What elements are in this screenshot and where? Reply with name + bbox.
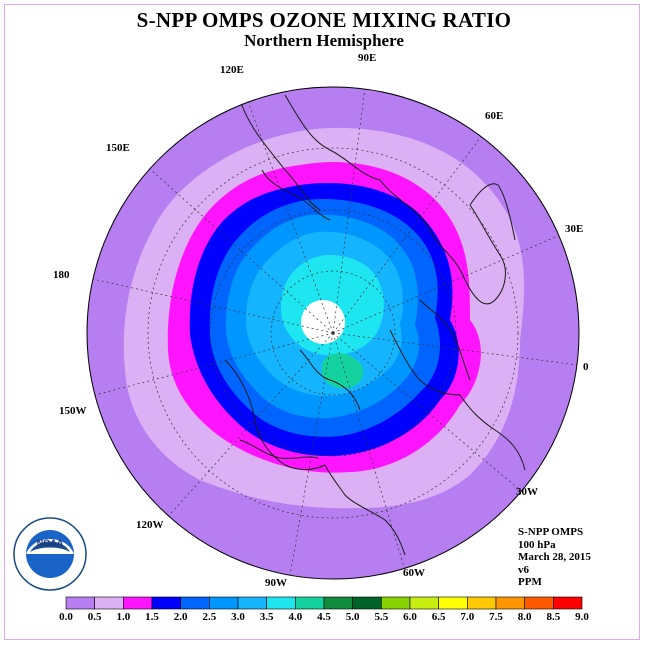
colorbar-swatch [495,596,525,610]
colorbar-tick-label: 4.0 [288,611,302,623]
lon-label-150w: 150W [59,405,87,417]
noaa-logo-text: NOAA [37,538,64,548]
colorbar-swatch [438,596,468,610]
colorbar-tick-label: 2.5 [202,611,216,623]
coastlines [224,94,526,556]
colorbar-swatch [123,596,153,610]
colorbar-swatch [352,596,382,610]
lon-label-90w: 90W [265,577,287,589]
info-block: S-NPP OMPS 100 hPa March 28, 2015 v6 PPM [518,526,591,589]
noaa-logo: NOAA [13,517,87,591]
lon-label-120w: 120W [136,519,164,531]
colorbar-swatch [553,596,583,610]
graticule [87,87,579,576]
colorbar-tick-label: 7.0 [460,611,474,623]
colorbar-tick-label: 3.0 [231,611,245,623]
ozone-field [87,87,579,579]
lon-label-30e: 30E [565,223,583,235]
colorbar-swatch [94,596,124,610]
colorbar-tick-label: 1.5 [145,611,159,623]
colorbar-swatch [295,596,325,610]
figure-frame [4,4,640,640]
colorbar-swatch [237,596,267,610]
lon-label-60e: 60E [485,110,503,122]
colorbar-swatch [266,596,296,610]
colorbar-swatch [65,596,95,610]
info-date: March 28, 2015 [518,551,591,563]
info-instrument: S-NPP OMPS [518,526,584,538]
colorbar-swatch [151,596,181,610]
colorbar-tick-label: 0.0 [59,611,73,623]
colorbar-tick-label: 8.0 [518,611,532,623]
colorbar-tick-label: 7.5 [489,611,503,623]
colorbar-swatch [381,596,411,610]
colorbar-tick-label: 2.0 [174,611,188,623]
colorbar-swatch [209,596,239,610]
colorbar-tick-label: 6.5 [432,611,446,623]
info-version: v6 [518,563,529,576]
lon-label-0: 0 [583,361,589,373]
contour-4.0-4.5 [321,353,364,389]
lon-label-30w: 30W [516,486,538,498]
colorbar-swatch [467,596,497,610]
colorbar-tick-label: 0.5 [88,611,102,623]
colorbar: 0.0 0.5 1.0 1.5 2.0 2.5 3.0 3.5 4.0 4.5 5.0 5.5 6.0 6… [59,596,589,623]
lon-label-150e: 150E [106,142,130,154]
colorbar-tick-label: 1.0 [116,611,130,623]
colorbar-tick-label: 3.5 [260,611,274,623]
colorbar-tick-label: 8.5 [546,611,560,623]
map-subtitle: Northern Hemisphere [244,31,404,50]
lon-label-90e: 90E [358,52,376,64]
colorbar-swatch [180,596,210,610]
colorbar-tick-label: 5.0 [346,611,360,623]
info-level: 100 hPa [518,538,556,551]
info-units: PPM [518,576,542,588]
lon-label-180: 180 [53,269,70,281]
lon-label-60w: 60W [403,567,425,579]
colorbar-tick-label: 6.0 [403,611,417,623]
colorbar-swatch [409,596,439,610]
colorbar-swatch [323,596,353,610]
colorbar-swatch [524,596,554,610]
colorbar-tick-label: 4.5 [317,611,331,623]
colorbar-tick-label: 5.5 [374,611,388,623]
lon-label-120e: 120E [220,64,244,76]
colorbar-tick-label: 9.0 [575,611,589,623]
map-boundary [86,86,580,580]
map-title: S-NPP OMPS OZONE MIXING RATIO [136,8,512,32]
